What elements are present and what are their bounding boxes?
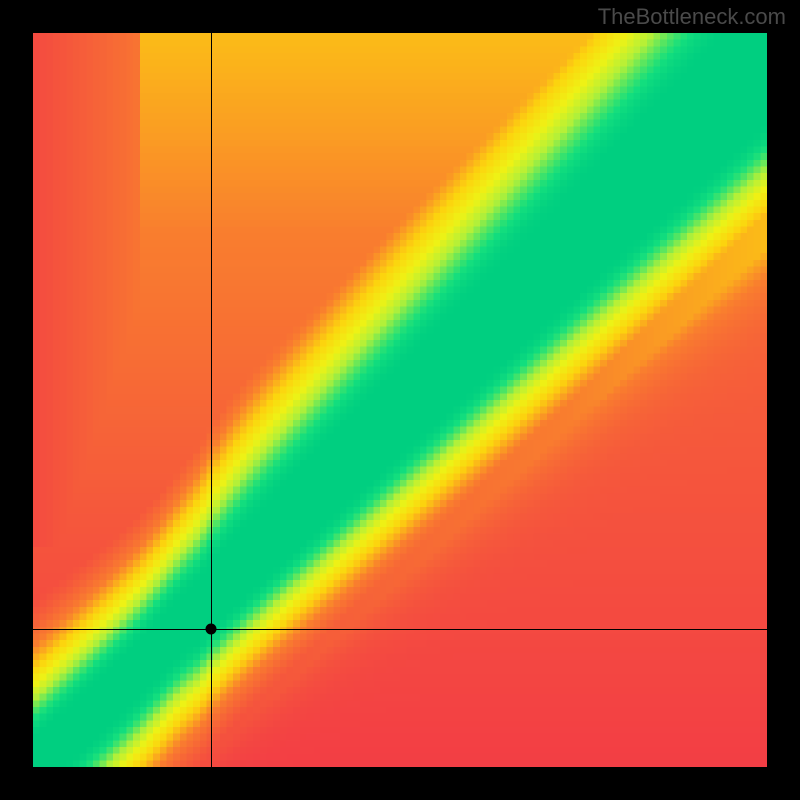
crosshair-vertical [211, 33, 212, 767]
crosshair-horizontal [33, 629, 767, 630]
watermark-label: TheBottleneck.com [598, 4, 786, 30]
heatmap-plot-area [33, 33, 767, 767]
chart-container: TheBottleneck.com [0, 0, 800, 800]
heatmap-canvas [33, 33, 767, 767]
data-marker [206, 624, 217, 635]
